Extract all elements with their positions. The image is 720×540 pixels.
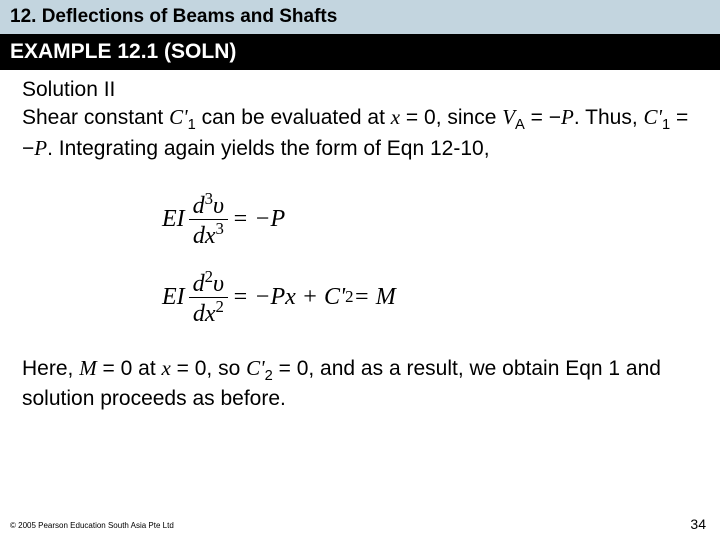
eq2-fraction: d2υ dx2 [189, 268, 228, 328]
p2-m: M [79, 356, 97, 380]
page-number: 34 [690, 516, 706, 532]
eq2-numerator: d2υ [189, 268, 228, 298]
p1-t2: can be evaluated at [196, 106, 391, 129]
p1-p1: P [561, 105, 574, 129]
paragraph-1: Shear constant C'1 can be evaluated at x… [22, 104, 698, 162]
eq1-numerator: d3υ [189, 190, 228, 220]
p2-c: C' [246, 356, 265, 380]
p1-t1: Shear constant [22, 106, 169, 129]
example-title: EXAMPLE 12.1 (SOLN) [10, 40, 236, 63]
equation-1: EI d3υ dx3 = −P [162, 190, 698, 250]
eq2-num-var: υ [213, 271, 224, 297]
p2-t3: = 0, so [171, 357, 246, 380]
p1-t4: = [525, 106, 549, 129]
p1-sub2: 1 [662, 117, 670, 133]
eq2-rhs-sub: 2 [345, 287, 353, 307]
p2-x: x [161, 356, 170, 380]
content-area: Solution II Shear constant C'1 can be ev… [0, 70, 720, 412]
p1-t6: = [670, 106, 688, 129]
eq2-denominator: dx2 [189, 298, 228, 327]
p1-minus1: − [549, 106, 561, 129]
p1-va-v: V [502, 105, 515, 129]
eq1-den-sup: 3 [215, 219, 223, 238]
eq2-den-sup: 2 [215, 297, 223, 316]
eq1-denominator: dx3 [189, 220, 228, 249]
eq2-num-d: d [193, 271, 205, 297]
p1-p2: P [34, 136, 47, 160]
example-bar: EXAMPLE 12.1 (SOLN) [0, 34, 720, 70]
eq2-rhs2: = M [354, 284, 396, 311]
eq2-rhs1: = −Px + C' [232, 284, 345, 311]
p1-t3: = 0, since [400, 106, 502, 129]
p1-va-a: A [515, 117, 525, 133]
p1-c2: C' [644, 105, 663, 129]
solution-heading: Solution II [22, 78, 698, 102]
eq1-den-d: dx [193, 223, 216, 249]
p1-c1: C' [169, 105, 188, 129]
p2-t1: Here, [22, 357, 79, 380]
eq1-ei: EI [162, 206, 185, 233]
p1-t7: . Integrating again yields the form of E… [47, 137, 489, 160]
copyright-text: © 2005 Pearson Education South Asia Pte … [10, 521, 174, 530]
p1-sub1: 1 [188, 117, 196, 133]
eq1-num-var: υ [213, 193, 224, 219]
eq2-num-sup: 2 [205, 267, 213, 286]
p1-minus2: − [22, 137, 34, 160]
eq1-num-d: d [193, 193, 205, 219]
p1-t5: . Thus, [574, 106, 644, 129]
equation-block: EI d3υ dx3 = −P EI d2υ dx2 = −Px + C'2 =… [162, 190, 698, 328]
eq2-den-d: dx [193, 301, 216, 327]
p1-x: x [391, 105, 400, 129]
eq2-ei: EI [162, 284, 185, 311]
p2-t2: = 0 at [97, 357, 162, 380]
eq1-num-sup: 3 [205, 189, 213, 208]
eq1-rhs: = −P [232, 206, 285, 233]
chapter-title: 12. Deflections of Beams and Shafts [10, 6, 337, 27]
paragraph-2: Here, M = 0 at x = 0, so C'2 = 0, and as… [22, 355, 698, 412]
eq1-fraction: d3υ dx3 [189, 190, 228, 250]
equation-2: EI d2υ dx2 = −Px + C'2 = M [162, 268, 698, 328]
chapter-bar: 12. Deflections of Beams and Shafts [0, 0, 720, 34]
p2-sub: 2 [265, 369, 273, 385]
